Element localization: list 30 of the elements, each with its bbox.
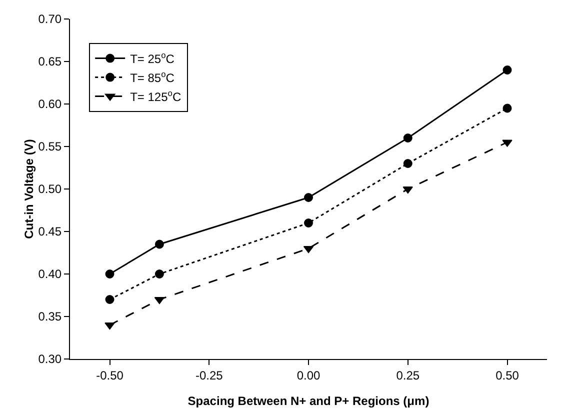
x-tick-label: -0.50 xyxy=(96,368,124,382)
y-axis-title: Cut-in Voltage (V) xyxy=(22,139,36,239)
y-tick-label: 0.65 xyxy=(38,54,62,69)
point xyxy=(502,66,512,74)
point xyxy=(154,270,164,278)
x-tick-label: 0.00 xyxy=(296,368,320,382)
point xyxy=(304,218,313,228)
legend-label: T= 85$^{o}$C xyxy=(130,68,175,85)
y-tick-label: 0.60 xyxy=(38,97,62,112)
x-tick-label: -0.25 xyxy=(195,368,224,382)
point xyxy=(154,240,164,249)
y-tick-label: 0.30 xyxy=(38,352,62,366)
legend-label: T= 125$^{o}$C xyxy=(130,88,182,104)
y-tick-label: 0.55 xyxy=(38,140,62,154)
point xyxy=(403,159,412,168)
point xyxy=(105,270,114,278)
point xyxy=(304,193,313,202)
x-tick-label: 0.25 xyxy=(396,368,420,382)
x-tick-label: 0.50 xyxy=(496,368,520,382)
y-tick-label: 0.50 xyxy=(38,182,62,196)
y-tick-label: 0.45 xyxy=(38,224,62,239)
legend-label: T= 25$^{o}$C xyxy=(130,50,175,66)
point xyxy=(403,134,412,142)
point xyxy=(105,295,114,304)
point xyxy=(502,104,512,113)
point xyxy=(502,140,512,147)
y-tick-label: 0.40 xyxy=(38,267,62,282)
y-tick-label: 0.35 xyxy=(38,310,62,324)
x-axis-title: Spacing Between N+ and P+ Regions (μm) xyxy=(188,394,430,408)
y-tick-label: 0.70 xyxy=(38,12,62,26)
